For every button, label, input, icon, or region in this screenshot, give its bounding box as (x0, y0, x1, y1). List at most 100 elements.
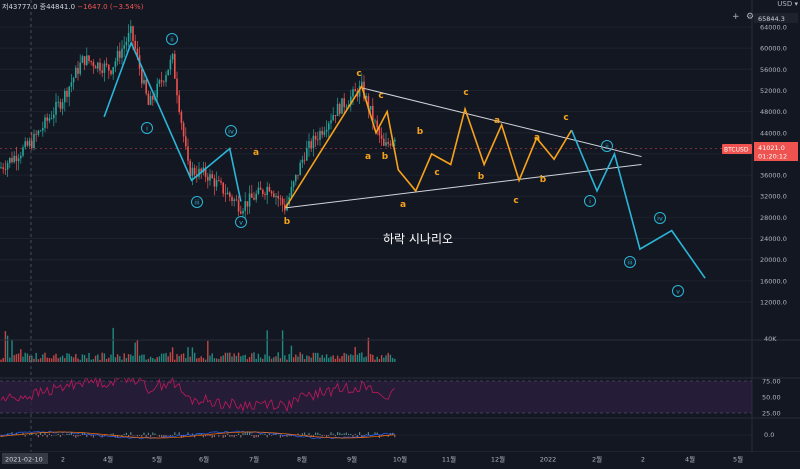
candle-body (75, 68, 77, 78)
macd-histogram-bar (319, 434, 320, 435)
candle-body (291, 187, 293, 197)
volume-bar (42, 354, 43, 362)
volume-bar (137, 340, 138, 362)
candle-body (192, 168, 194, 176)
candle-body (178, 95, 180, 112)
volume-bar (179, 356, 180, 362)
orange-wave-label: a (365, 152, 371, 162)
candle-body (73, 78, 75, 82)
volume-bar (247, 359, 248, 362)
volume-bar (203, 358, 204, 362)
macd-histogram-bar (198, 434, 199, 435)
volume-bar (196, 358, 197, 362)
volume-bar (357, 355, 358, 362)
time-tick-label: 2 (641, 456, 645, 464)
volume-bar (306, 355, 307, 362)
orange-wave-label: b (284, 217, 291, 227)
plus-icon[interactable]: + (732, 12, 740, 22)
candle-body (53, 115, 55, 119)
candle-body (189, 161, 191, 176)
volume-bar (146, 360, 147, 362)
macd-histogram-bar (302, 433, 303, 435)
candle-body (273, 194, 275, 198)
countdown-badge: 01:20:12 (758, 153, 787, 161)
candle-body (335, 115, 337, 116)
volume-bar (75, 354, 76, 362)
macd-histogram-bar (152, 432, 153, 435)
macd-histogram-bar (139, 435, 140, 436)
macd-histogram-bar (71, 433, 72, 435)
volume-bar (80, 360, 81, 362)
candle-body (277, 196, 279, 198)
volume-bar (99, 360, 100, 362)
candle-body (62, 102, 64, 108)
candle-body (93, 62, 95, 66)
macd-histogram-bar (154, 434, 155, 435)
volume-bar (302, 354, 303, 362)
macd-histogram-bar (280, 435, 281, 438)
candle-body (244, 201, 246, 211)
volume-bar (148, 359, 149, 362)
candle-body (29, 141, 31, 146)
volume-bar (0, 360, 1, 362)
candle-body (51, 118, 53, 119)
candle-body (390, 144, 392, 146)
macd-histogram-bar (227, 434, 228, 435)
price-tick-label: 20000.0 (760, 256, 787, 264)
candle-body (308, 141, 310, 148)
volume-bar (315, 353, 316, 362)
wave-label-iv-historical: iv (228, 128, 234, 136)
volume-bar (300, 352, 301, 362)
candle-body (128, 33, 130, 42)
currency-selector[interactable]: USD ▾ (777, 0, 798, 8)
volume-bar (231, 357, 232, 362)
gear-icon[interactable]: ⚙ (746, 12, 754, 22)
volume-bar (366, 356, 367, 362)
blue-projection-line (572, 130, 706, 278)
rsi-tick-label: 25.00 (762, 410, 781, 418)
macd-histogram-bar (359, 432, 360, 435)
candle-body (130, 26, 132, 33)
volume-bar (280, 358, 281, 362)
price-tick-label: 60000.0 (760, 45, 787, 53)
macd-histogram-bar (344, 433, 345, 435)
candle-body (387, 142, 389, 144)
candle-body (211, 174, 213, 178)
candle-body (42, 128, 44, 131)
macd-histogram-bar (264, 434, 265, 435)
wave-label-v-projection: v (676, 288, 680, 296)
macd-histogram-bar (234, 435, 235, 437)
close-value: 44841.0 (46, 3, 75, 11)
volume-bar (194, 353, 195, 362)
macd-histogram-bar (322, 435, 323, 436)
volume-bar (304, 359, 305, 362)
wave-label-i-projection: i (589, 198, 591, 206)
candle-body (20, 156, 22, 159)
volume-bar (328, 358, 329, 362)
orange-wave-label: c (378, 91, 383, 101)
volume-bar (174, 360, 175, 362)
price-tick-label: 64000.0 (760, 24, 787, 32)
macd-histogram-bar (113, 433, 114, 435)
candle-body (293, 181, 295, 187)
candle-body (108, 65, 110, 71)
orange-wave-label: c (356, 69, 361, 79)
change-value: −1647.0 (77, 3, 107, 11)
volume-bar (64, 358, 65, 362)
macd-histogram-bar (214, 435, 215, 437)
macd-histogram-bar (328, 435, 329, 436)
candle-body (194, 168, 196, 175)
candle-body (112, 67, 114, 74)
scenario-annotation: 하락 시나리오 (383, 232, 453, 246)
volume-bar (168, 356, 169, 362)
volume-bar (47, 358, 48, 362)
macd-histogram-bar (247, 432, 248, 435)
volume-bar (60, 357, 61, 362)
price-tick-label: 16000.0 (760, 277, 787, 285)
volume-bar (363, 357, 364, 362)
candle-body (242, 211, 244, 214)
candle-body (370, 106, 372, 110)
volume-bar (383, 358, 384, 362)
